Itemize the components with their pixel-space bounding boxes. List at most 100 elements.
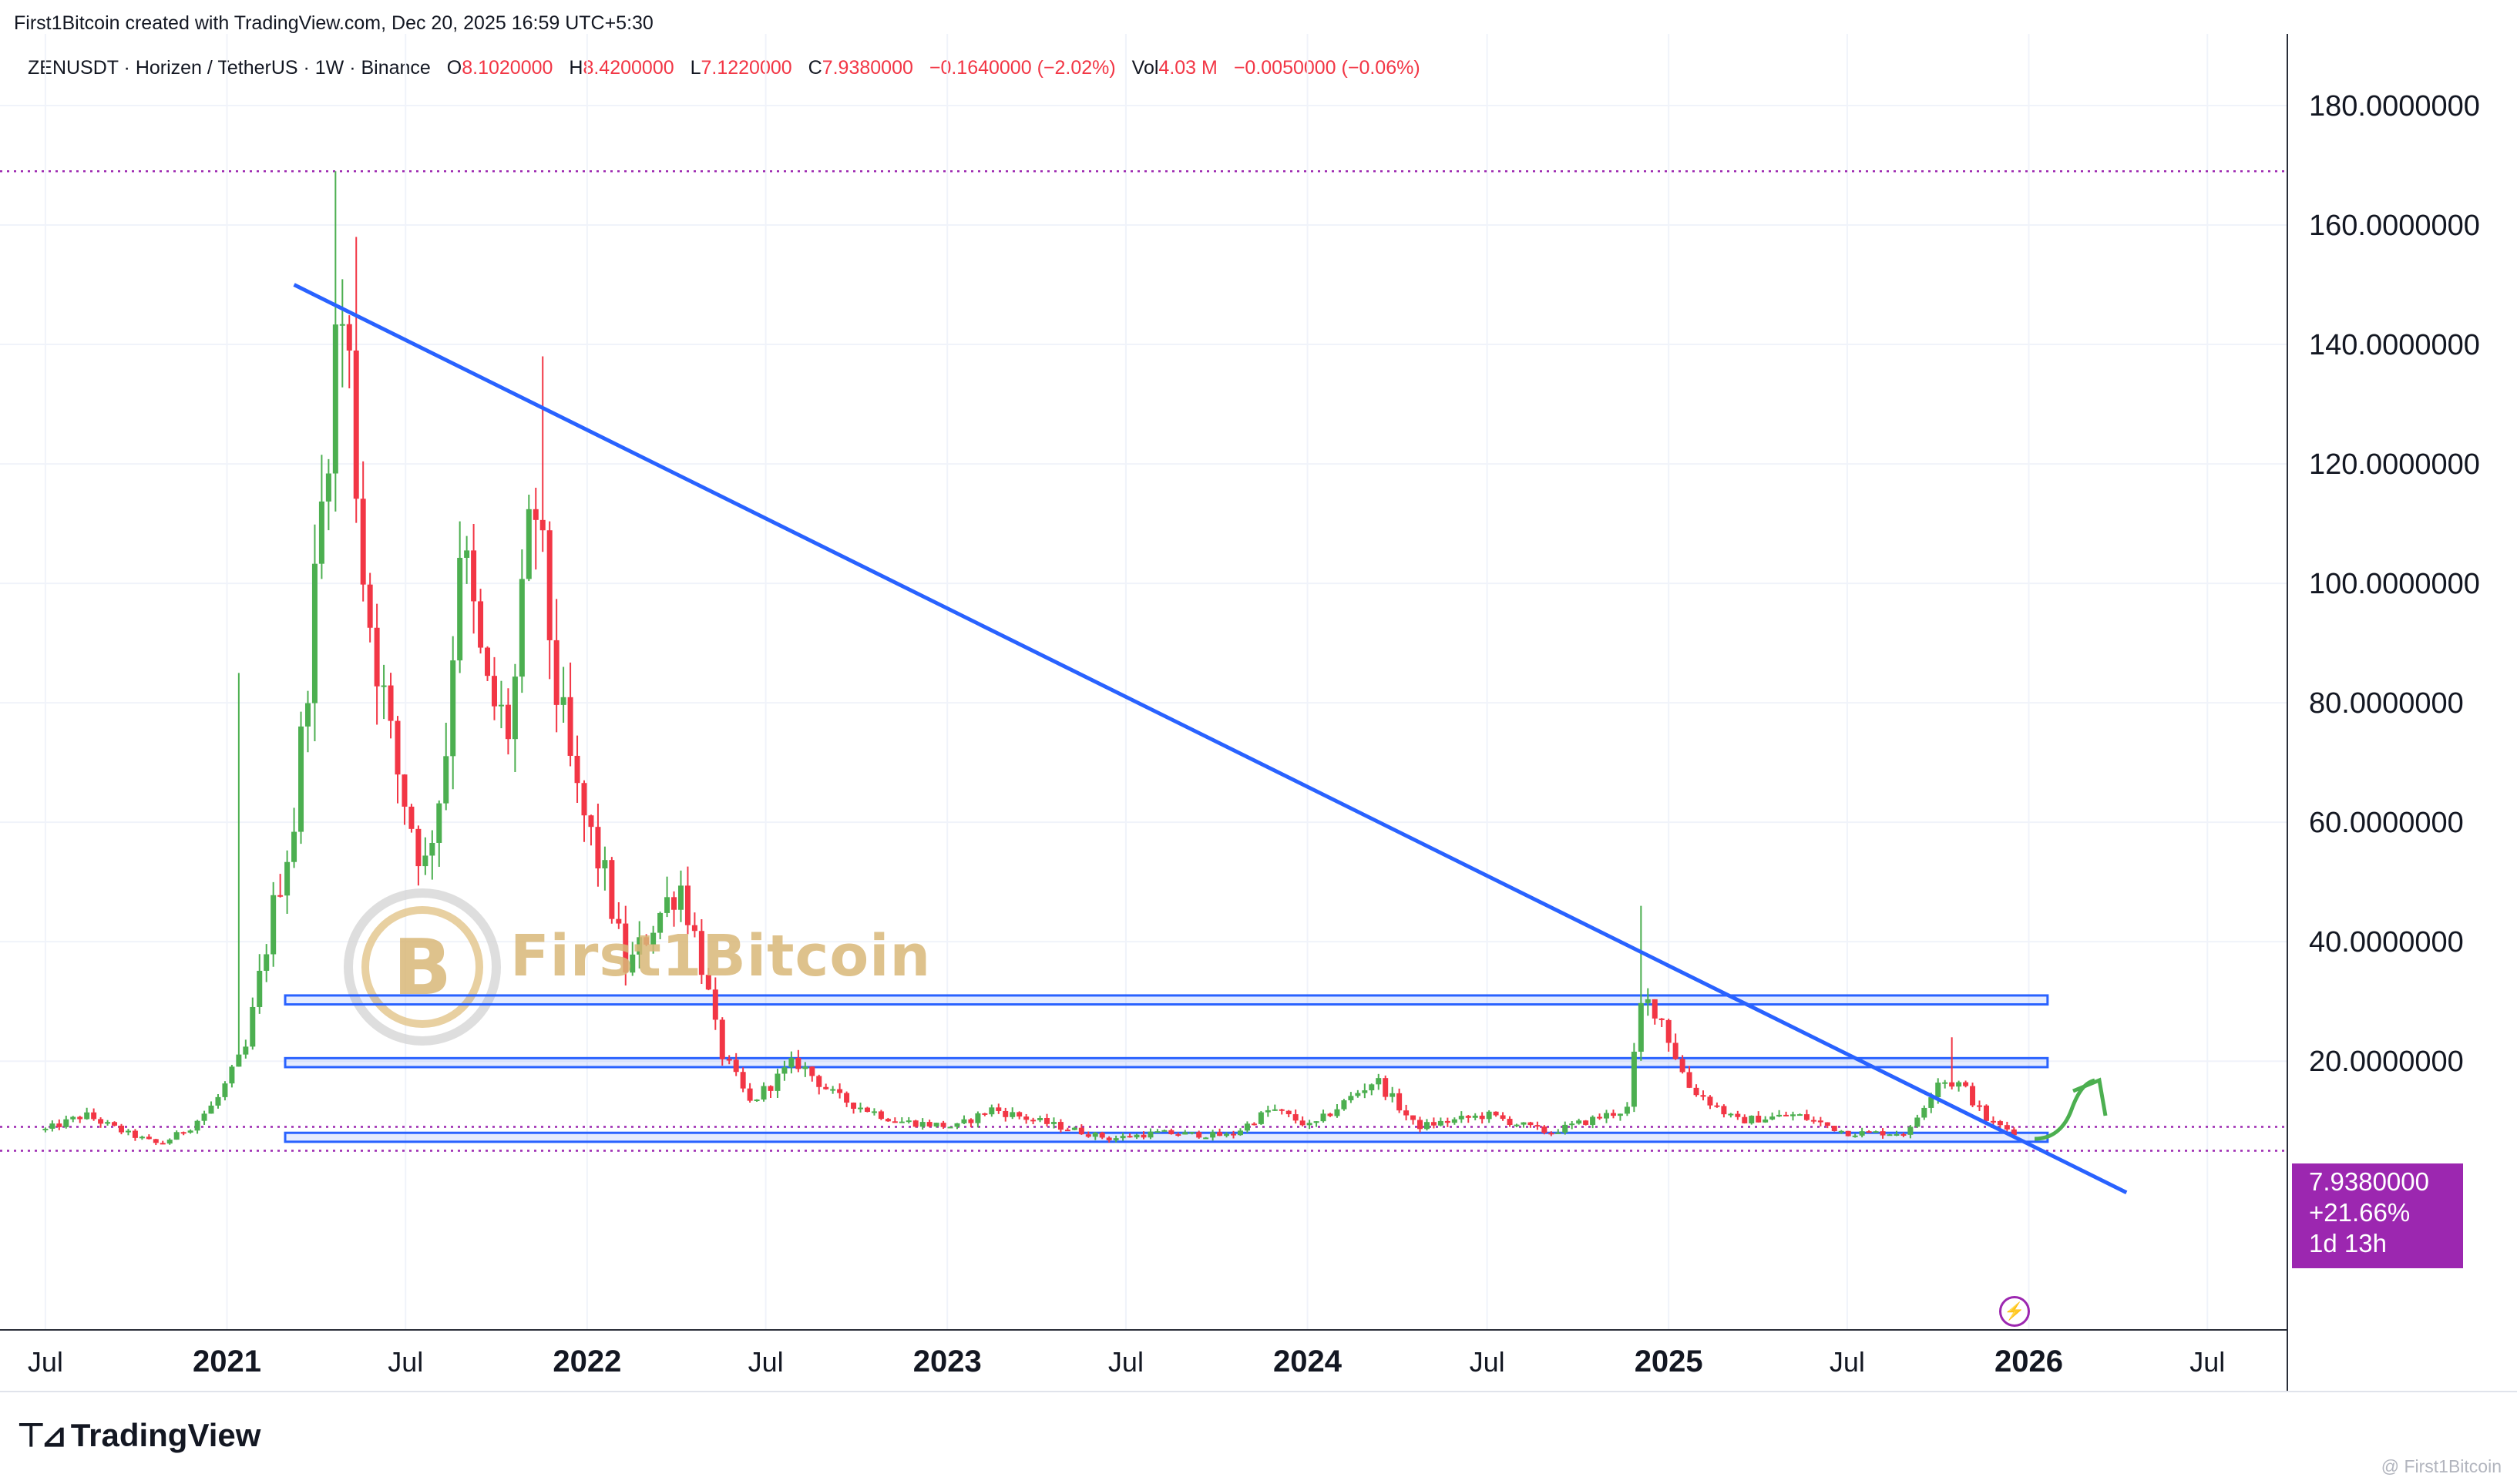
candle-body (1894, 1133, 1900, 1136)
candle-body (899, 1121, 905, 1123)
candle-body (1942, 1082, 1948, 1084)
vol-change-value: −0.0050000 (−0.06%) (1233, 57, 1420, 79)
candle-body (878, 1111, 884, 1120)
candle-body (1521, 1122, 1527, 1125)
chart-header: First1Bitcoin created with TradingView.c… (14, 12, 654, 34)
candle-body (1949, 1082, 1955, 1087)
candle-body (166, 1140, 173, 1144)
candle-body (761, 1086, 767, 1100)
candle-body (1686, 1072, 1692, 1088)
zone-rect (284, 1131, 2049, 1143)
candle-body (1341, 1100, 1347, 1110)
tradingview-logo-icon: ⊤⊿ (17, 1417, 68, 1453)
candle-body (802, 1066, 808, 1069)
candle-body (1224, 1133, 1230, 1137)
candle-body (1003, 1110, 1009, 1117)
candle-body (698, 931, 704, 975)
candle-body (1880, 1131, 1886, 1136)
open-value: 8.1020000 (462, 57, 553, 79)
candle-body (837, 1089, 843, 1093)
candle-body (1292, 1114, 1299, 1121)
candle-body (602, 860, 608, 869)
x-tick-label: 2023 (913, 1345, 982, 1378)
candle-body (443, 756, 449, 804)
candle-body (1023, 1116, 1030, 1120)
candle-body (374, 627, 380, 687)
candle-body (1749, 1116, 1755, 1123)
candle-body (1810, 1120, 1816, 1122)
candle-body (332, 324, 338, 474)
current-price-badge: 7.9380000 +21.66% 1d 13h (2292, 1163, 2463, 1268)
candle-body (1106, 1137, 1112, 1140)
candle-body (132, 1130, 138, 1138)
candle-body (1956, 1082, 1962, 1087)
trendline-layer[interactable] (293, 283, 2128, 1194)
candle-body (1251, 1123, 1257, 1126)
candle-body (539, 519, 546, 531)
candle-body (1196, 1132, 1202, 1138)
candle-body (77, 1116, 83, 1120)
candle-body (478, 601, 484, 648)
candle-body (712, 989, 718, 1020)
candle-body (1396, 1093, 1403, 1111)
x-tick-label: Jul (388, 1346, 423, 1378)
candle-body (222, 1083, 228, 1097)
candle-body (1534, 1125, 1541, 1127)
candle-body (1631, 1051, 1637, 1107)
candle-body (1217, 1132, 1223, 1137)
candle-body (1037, 1118, 1043, 1120)
candle-body (1113, 1138, 1119, 1140)
candle-body (858, 1107, 864, 1110)
candle-body (1120, 1136, 1126, 1139)
candle-body (1203, 1137, 1209, 1140)
candle-body (1010, 1112, 1016, 1117)
candle-body (1997, 1121, 2003, 1126)
candle-body (505, 704, 511, 740)
candle-body (623, 923, 629, 973)
candle-body (968, 1119, 974, 1123)
candle-body (63, 1119, 69, 1127)
candle-body (954, 1123, 960, 1127)
candle-body (560, 697, 566, 705)
candle-body (1479, 1115, 1485, 1120)
tradingview-brand[interactable]: ⊤⊿ TradingView (17, 1416, 260, 1454)
candle-body (892, 1121, 898, 1123)
candle-body (298, 726, 304, 832)
candle-body (940, 1123, 946, 1127)
x-tick-label: 2026 (1994, 1345, 2063, 1378)
candle-body (1493, 1111, 1499, 1116)
candle-body (353, 350, 359, 499)
lightning-icon[interactable]: ⚡ (1999, 1296, 2030, 1327)
candle-body (1306, 1123, 1312, 1126)
candle-body (1873, 1131, 1879, 1133)
candle-body (1763, 1119, 1769, 1123)
x-tick-label: Jul (1470, 1346, 1505, 1378)
candle-body (367, 584, 373, 628)
candle-body (677, 885, 684, 910)
zone-rect (284, 1056, 2049, 1069)
candle-body (768, 1086, 774, 1091)
candle-body (1548, 1133, 1554, 1135)
candle-body (1507, 1119, 1513, 1125)
candle-body (1852, 1135, 1858, 1137)
candle-body (1355, 1093, 1361, 1096)
candle-body (1983, 1105, 1989, 1121)
candle-body (201, 1113, 207, 1121)
candle-body (388, 685, 394, 721)
candle-body (982, 1113, 988, 1115)
x-tick-label: 2025 (1635, 1345, 1703, 1378)
candle-body (1645, 999, 1651, 1003)
candle-body (795, 1057, 801, 1069)
candle-countdown: 1d 13h (2309, 1229, 2387, 1257)
candle-body (1148, 1131, 1154, 1138)
low-label: L (690, 57, 701, 79)
candle-body (1756, 1116, 1762, 1123)
candle-body (1458, 1116, 1464, 1120)
candle-body (395, 720, 401, 775)
candle-body (637, 937, 643, 955)
candle-body (747, 1088, 753, 1101)
y-tick-label: 120.0000000 (2309, 448, 2480, 481)
candle-body (1900, 1133, 1907, 1136)
symbol-label[interactable]: ZENUSDT · Horizen / TetherUS · 1W · Bina… (28, 57, 431, 79)
